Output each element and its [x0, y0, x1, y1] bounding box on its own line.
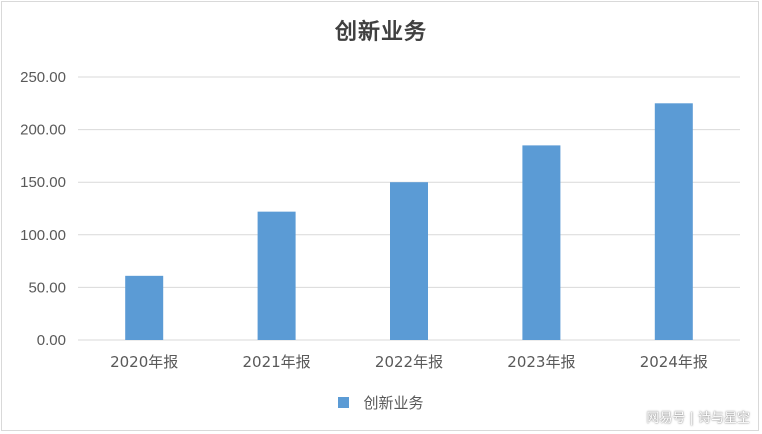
x-tick-label: 2021年报 [243, 353, 311, 371]
y-tick-label: 0.00 [37, 332, 66, 349]
watermark: 网易号 | 诗与星空 [646, 411, 750, 426]
legend-label: 创新业务 [363, 394, 424, 412]
legend-swatch [338, 397, 350, 408]
bar [390, 182, 428, 340]
y-tick-label: 100.00 [20, 227, 66, 244]
y-tick-label: 50.00 [28, 279, 66, 296]
x-tick-label: 2023年报 [507, 353, 575, 371]
x-tick-label: 2024年报 [640, 353, 708, 371]
bar [522, 145, 561, 340]
bar [257, 211, 296, 340]
y-tick-label: 200.00 [20, 122, 66, 139]
chart-title: 创新业务 [334, 20, 427, 45]
bar [654, 103, 693, 340]
y-tick-label: 250.00 [20, 69, 66, 86]
y-tick-label: 150.00 [20, 174, 66, 191]
x-tick-label: 2022年报 [375, 353, 443, 371]
x-tick-label: 2020年报 [110, 353, 178, 371]
chart-legend: 创新业务 [0, 392, 762, 413]
bar [125, 275, 164, 340]
